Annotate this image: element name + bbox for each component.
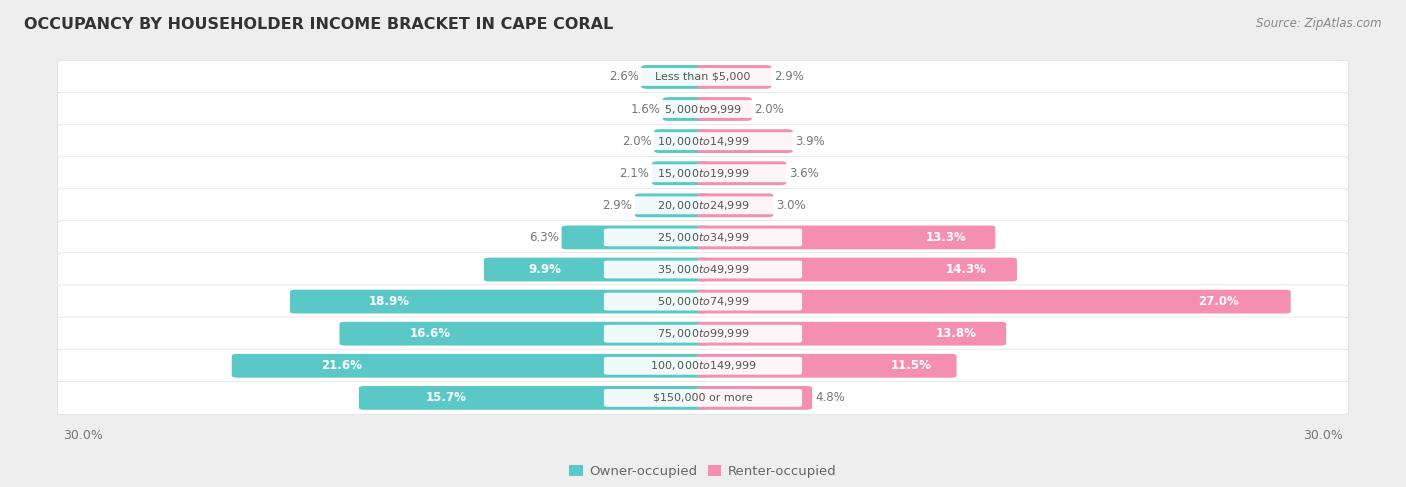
- Text: 2.9%: 2.9%: [773, 71, 804, 83]
- Text: 30.0%: 30.0%: [1303, 430, 1343, 442]
- FancyBboxPatch shape: [561, 225, 709, 249]
- Text: 3.6%: 3.6%: [789, 167, 818, 180]
- Text: 1.6%: 1.6%: [630, 103, 659, 115]
- FancyBboxPatch shape: [58, 60, 1348, 94]
- FancyBboxPatch shape: [58, 253, 1348, 286]
- FancyBboxPatch shape: [636, 193, 709, 217]
- FancyBboxPatch shape: [605, 132, 801, 150]
- FancyBboxPatch shape: [697, 354, 956, 378]
- Text: 2.9%: 2.9%: [602, 199, 633, 212]
- FancyBboxPatch shape: [58, 349, 1348, 382]
- FancyBboxPatch shape: [605, 293, 801, 311]
- Text: 15.7%: 15.7%: [426, 392, 467, 404]
- Text: 11.5%: 11.5%: [890, 359, 931, 372]
- FancyBboxPatch shape: [697, 290, 1291, 314]
- Text: 14.3%: 14.3%: [946, 263, 987, 276]
- Text: $10,000 to $14,999: $10,000 to $14,999: [657, 134, 749, 148]
- FancyBboxPatch shape: [484, 258, 709, 281]
- Text: 27.0%: 27.0%: [1198, 295, 1239, 308]
- Text: 30.0%: 30.0%: [63, 430, 103, 442]
- Text: $150,000 or more: $150,000 or more: [654, 393, 752, 403]
- Text: Source: ZipAtlas.com: Source: ZipAtlas.com: [1257, 17, 1382, 30]
- Text: 21.6%: 21.6%: [321, 359, 361, 372]
- FancyBboxPatch shape: [697, 193, 773, 217]
- Legend: Owner-occupied, Renter-occupied: Owner-occupied, Renter-occupied: [569, 465, 837, 478]
- Text: 4.8%: 4.8%: [815, 392, 845, 404]
- FancyBboxPatch shape: [605, 196, 801, 214]
- Text: 3.0%: 3.0%: [776, 199, 806, 212]
- Text: 2.1%: 2.1%: [620, 167, 650, 180]
- Text: 3.9%: 3.9%: [796, 134, 825, 148]
- FancyBboxPatch shape: [58, 381, 1348, 414]
- FancyBboxPatch shape: [290, 290, 709, 314]
- FancyBboxPatch shape: [58, 124, 1348, 158]
- Text: $50,000 to $74,999: $50,000 to $74,999: [657, 295, 749, 308]
- FancyBboxPatch shape: [652, 161, 709, 185]
- FancyBboxPatch shape: [58, 156, 1348, 190]
- FancyBboxPatch shape: [58, 221, 1348, 254]
- Text: Less than $5,000: Less than $5,000: [655, 72, 751, 82]
- FancyBboxPatch shape: [605, 357, 801, 375]
- Text: 2.6%: 2.6%: [609, 71, 638, 83]
- Text: $5,000 to $9,999: $5,000 to $9,999: [664, 103, 742, 115]
- Text: 2.0%: 2.0%: [621, 134, 651, 148]
- Text: $25,000 to $34,999: $25,000 to $34,999: [657, 231, 749, 244]
- FancyBboxPatch shape: [697, 129, 793, 153]
- FancyBboxPatch shape: [697, 225, 995, 249]
- FancyBboxPatch shape: [232, 354, 709, 378]
- FancyBboxPatch shape: [697, 97, 752, 121]
- Text: 16.6%: 16.6%: [409, 327, 450, 340]
- Text: $100,000 to $149,999: $100,000 to $149,999: [650, 359, 756, 372]
- FancyBboxPatch shape: [605, 164, 801, 182]
- FancyBboxPatch shape: [605, 389, 801, 407]
- Text: 18.9%: 18.9%: [368, 295, 411, 308]
- FancyBboxPatch shape: [662, 97, 709, 121]
- Text: $20,000 to $24,999: $20,000 to $24,999: [657, 199, 749, 212]
- Text: $75,000 to $99,999: $75,000 to $99,999: [657, 327, 749, 340]
- FancyBboxPatch shape: [697, 258, 1017, 281]
- FancyBboxPatch shape: [697, 386, 813, 410]
- FancyBboxPatch shape: [58, 317, 1348, 351]
- FancyBboxPatch shape: [605, 100, 801, 118]
- Text: 2.0%: 2.0%: [755, 103, 785, 115]
- FancyBboxPatch shape: [359, 386, 709, 410]
- Text: 9.9%: 9.9%: [529, 263, 561, 276]
- FancyBboxPatch shape: [58, 285, 1348, 318]
- Text: 6.3%: 6.3%: [529, 231, 558, 244]
- FancyBboxPatch shape: [339, 322, 709, 346]
- Text: $35,000 to $49,999: $35,000 to $49,999: [657, 263, 749, 276]
- FancyBboxPatch shape: [605, 68, 801, 86]
- FancyBboxPatch shape: [605, 325, 801, 343]
- FancyBboxPatch shape: [605, 228, 801, 246]
- FancyBboxPatch shape: [654, 129, 709, 153]
- FancyBboxPatch shape: [58, 188, 1348, 222]
- Text: 13.3%: 13.3%: [927, 231, 967, 244]
- Text: $15,000 to $19,999: $15,000 to $19,999: [657, 167, 749, 180]
- Text: 13.8%: 13.8%: [936, 327, 977, 340]
- Text: OCCUPANCY BY HOUSEHOLDER INCOME BRACKET IN CAPE CORAL: OCCUPANCY BY HOUSEHOLDER INCOME BRACKET …: [24, 17, 613, 32]
- FancyBboxPatch shape: [697, 322, 1007, 346]
- FancyBboxPatch shape: [697, 161, 786, 185]
- FancyBboxPatch shape: [605, 261, 801, 279]
- FancyBboxPatch shape: [641, 65, 709, 89]
- FancyBboxPatch shape: [58, 93, 1348, 126]
- FancyBboxPatch shape: [697, 65, 770, 89]
